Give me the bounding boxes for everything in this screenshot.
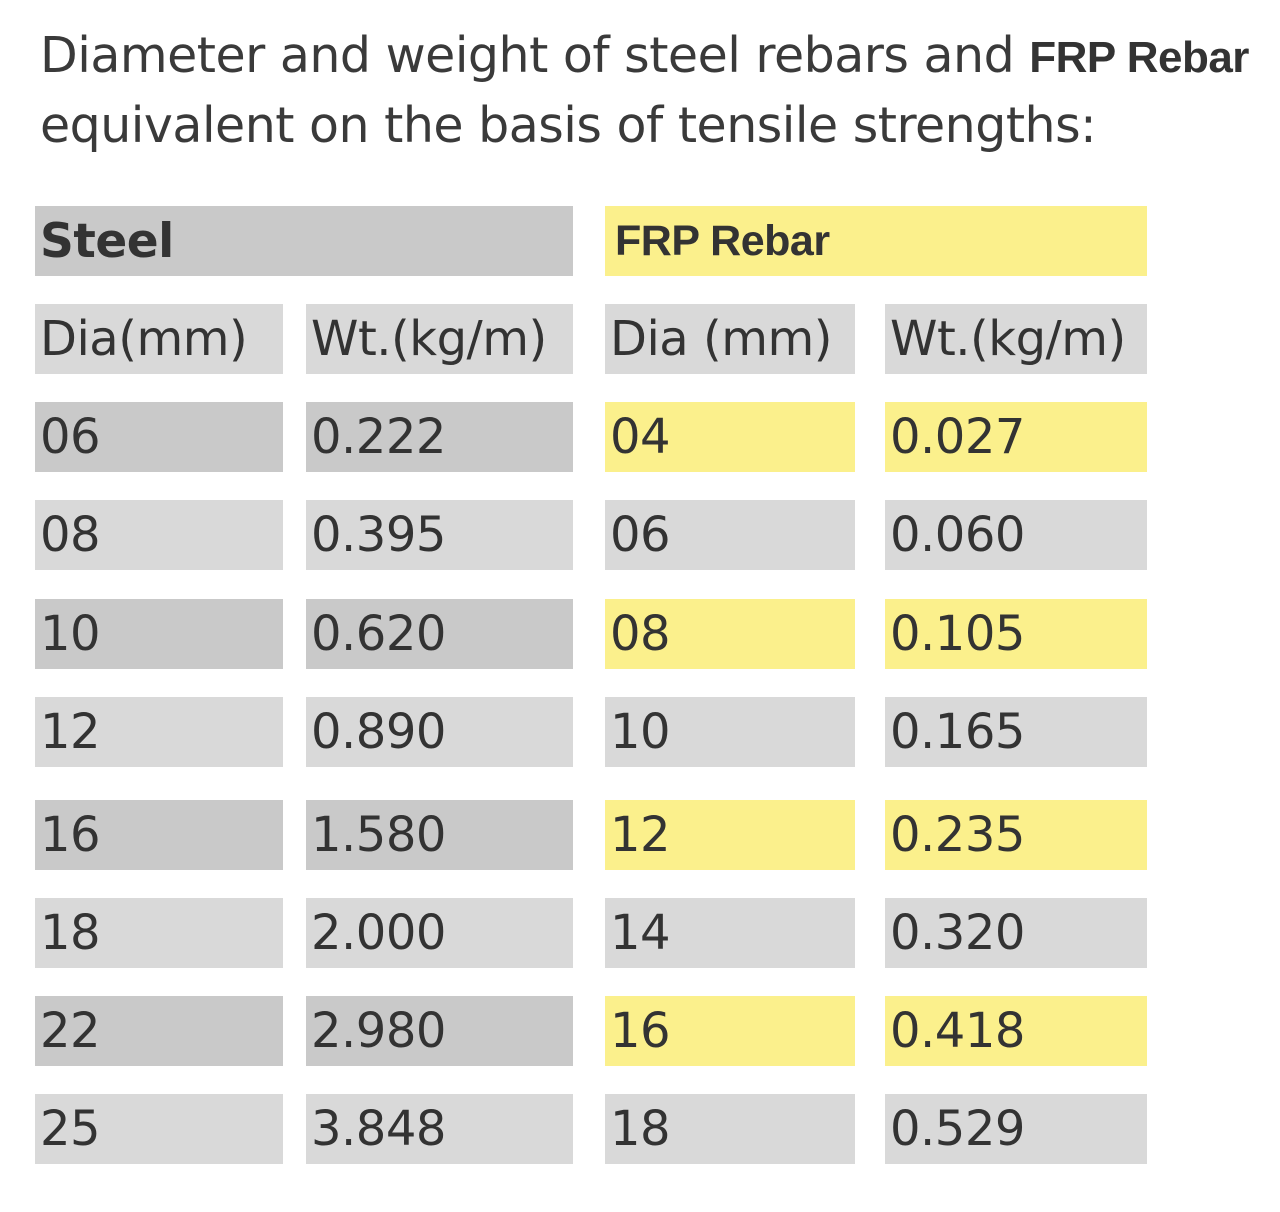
steel-weight-cell: 2.000 <box>306 898 573 968</box>
steel-dia-cell: 08 <box>35 500 283 570</box>
steel-dia-cell: 25 <box>35 1094 283 1164</box>
steel-weight-cell: 2.980 <box>306 996 573 1066</box>
steel-dia-cell: 22 <box>35 996 283 1066</box>
frp-dia-cell: 16 <box>605 996 855 1066</box>
steel-dia-cell: 16 <box>35 800 283 870</box>
steel-dia-cell: 18 <box>35 898 283 968</box>
frp-weight-cell: 0.060 <box>885 500 1147 570</box>
steel-dia-cell: 06 <box>35 402 283 472</box>
steel-weight-cell: 0.395 <box>306 500 573 570</box>
frp-weight-cell: 0.165 <box>885 697 1147 767</box>
frp-weight-cell: 0.529 <box>885 1094 1147 1164</box>
steel-weight-cell: 0.890 <box>306 697 573 767</box>
column-header-frp-weight: Wt.(kg/m) <box>885 304 1147 374</box>
frp-weight-cell: 0.320 <box>885 898 1147 968</box>
frp-weight-cell: 0.235 <box>885 800 1147 870</box>
frp-dia-cell: 10 <box>605 697 855 767</box>
frp-dia-cell: 06 <box>605 500 855 570</box>
frp-weight-cell: 0.105 <box>885 599 1147 669</box>
title-brand: FRP Rebar <box>1029 33 1249 82</box>
group-header-steel: Steel <box>35 206 573 276</box>
frp-dia-cell: 08 <box>605 599 855 669</box>
column-header-steel-weight: Wt.(kg/m) <box>306 304 573 374</box>
steel-weight-cell: 1.580 <box>306 800 573 870</box>
frp-dia-cell: 14 <box>605 898 855 968</box>
column-header-steel-dia: Dia(mm) <box>35 304 283 374</box>
steel-weight-cell: 3.848 <box>306 1094 573 1164</box>
steel-weight-cell: 0.222 <box>306 402 573 472</box>
steel-dia-cell: 10 <box>35 599 283 669</box>
steel-weight-cell: 0.620 <box>306 599 573 669</box>
title-text-before: Diameter and weight of steel rebars and <box>40 27 1030 84</box>
frp-dia-cell: 18 <box>605 1094 855 1164</box>
title-text-after: equivalent on the basis of tensile stren… <box>40 97 1097 154</box>
frp-weight-cell: 0.027 <box>885 402 1147 472</box>
frp-weight-cell: 0.418 <box>885 996 1147 1066</box>
column-header-frp-dia: Dia (mm) <box>605 304 855 374</box>
steel-dia-cell: 12 <box>35 697 283 767</box>
group-header-frp: FRP Rebar <box>605 206 1147 276</box>
frp-dia-cell: 04 <box>605 402 855 472</box>
frp-dia-cell: 12 <box>605 800 855 870</box>
page-title: Diameter and weight of steel rebars and … <box>40 22 1270 160</box>
